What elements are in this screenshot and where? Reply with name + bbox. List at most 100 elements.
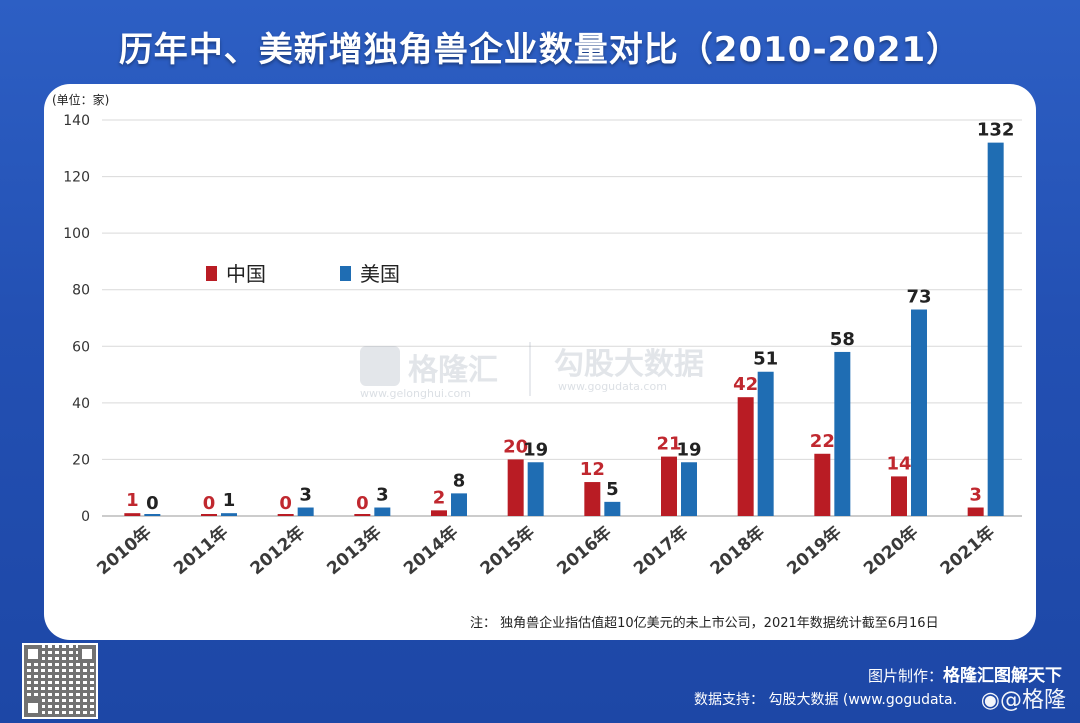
bar-usa: [604, 501, 621, 516]
grid-lines: [102, 119, 1022, 517]
y-tick-label: 140: [63, 113, 90, 129]
watermark-logo-icon: [360, 346, 400, 386]
data-label-china: 3: [969, 485, 982, 506]
data-label-usa: 51: [753, 349, 778, 370]
bar-china: [124, 513, 141, 516]
watermark-logo2: 勾股大数据: [554, 347, 704, 382]
bar-usa: [757, 371, 774, 516]
data-label-usa: 8: [453, 470, 466, 491]
bar-usa: [911, 309, 927, 516]
qr-corner-icon: [78, 645, 96, 663]
y-tick-label: 80: [72, 283, 90, 299]
credit-made-by-label: 图片制作：: [867, 667, 943, 685]
watermark-sub1: www.gelonghui.com: [360, 387, 471, 400]
bar-usa: [374, 507, 391, 516]
bar-usa: [527, 462, 544, 516]
legend-china-label: 中国: [226, 262, 266, 286]
data-label-china: 42: [733, 374, 758, 395]
x-tick-label: 2021年: [936, 522, 999, 579]
bar-usa: [221, 513, 237, 516]
x-tick-label: 2017年: [629, 522, 692, 579]
bar-usa: [144, 514, 161, 516]
y-tick-label: 60: [72, 339, 90, 355]
bar-usa: [987, 142, 1004, 516]
bar-usa: [451, 493, 467, 516]
qr-pattern: [24, 645, 96, 717]
bar-china: [354, 514, 371, 516]
bar-china: [814, 453, 831, 516]
legend-usa-swatch: [340, 266, 351, 281]
data-label-china: 0: [203, 493, 216, 514]
bar-china: [737, 397, 754, 516]
legend: 中国 美国: [206, 262, 400, 286]
data-label-usa: 0: [146, 493, 159, 514]
y-tick-label: 0: [81, 509, 90, 525]
y-tick-label: 120: [63, 170, 90, 186]
x-tick-label: 2014年: [399, 522, 462, 579]
unit-label: (单位：家): [52, 92, 109, 107]
weibo-icon: ◉: [980, 688, 1000, 713]
data-label-usa: 5: [606, 479, 619, 500]
credit-made-by: 图片制作：格隆汇图解天下: [868, 661, 1062, 686]
y-tick-label: 20: [72, 452, 90, 468]
bar-usa: [681, 462, 697, 516]
legend-usa-label: 美国: [360, 262, 400, 286]
bar-china: [201, 514, 217, 516]
data-label-usa: 73: [906, 287, 931, 308]
data-label-usa: 3: [299, 485, 312, 506]
bar-china: [661, 456, 677, 516]
legend-china-swatch: [206, 266, 217, 281]
chart-title: 历年中、美新增独角兽企业数量对比（2010-2021）: [118, 30, 962, 70]
x-tick-label: 2013年: [323, 522, 386, 579]
bar-china: [584, 482, 601, 516]
bar-usa: [297, 507, 314, 516]
bar-china: [507, 459, 524, 516]
data-label-usa: 132: [977, 120, 1015, 141]
bar-china: [967, 507, 984, 516]
x-tick-label: 2020年: [859, 522, 922, 579]
data-label-china: 0: [279, 493, 292, 514]
data-label-usa: 58: [830, 329, 855, 350]
bar-usa: [834, 351, 851, 516]
watermark-sub2: www.gogudata.com: [558, 380, 667, 393]
data-label-china: 2: [433, 487, 446, 508]
qr-corner-icon: [24, 645, 42, 663]
watermark: 格隆汇 www.gelonghui.com 勾股大数据 www.gogudata…: [360, 342, 704, 400]
qr-code[interactable]: [22, 643, 98, 719]
x-axis: 2010年 2011年 2012年 2013年 2014年 2015年 2016年 2017年…: [93, 522, 999, 579]
y-tick-label: 100: [63, 226, 90, 242]
credit-made-by-brand: 格隆汇图解天下: [943, 666, 1062, 686]
qr-corner-icon: [24, 699, 42, 717]
x-tick-label: 2015年: [476, 522, 539, 579]
data-label-china: 1: [126, 490, 139, 511]
y-axis: 0 20 40 60 80 100 120 140: [63, 113, 90, 525]
bar-china: [277, 514, 294, 516]
x-tick-label: 2011年: [169, 522, 232, 579]
data-label-china: 14: [886, 453, 911, 474]
data-label-usa: 19: [676, 439, 701, 460]
watermark-logo1: 格隆汇: [408, 353, 498, 388]
footnote: 注： 独角兽企业指估值超10亿美元的未上市公司，2021年数据统计截至6月16日: [470, 616, 939, 631]
data-label-usa: 19: [523, 439, 548, 460]
weibo-handle: ◉@格隆: [981, 682, 1066, 714]
y-tick-label: 40: [72, 396, 90, 412]
data-label-china: 0: [356, 493, 369, 514]
data-label-usa: 1: [223, 490, 236, 511]
data-label-china: 21: [656, 434, 681, 455]
data-label-china: 22: [810, 431, 835, 452]
bar-china: [431, 510, 447, 516]
x-tick-label: 2010年: [93, 522, 156, 579]
weibo-handle-text: @格隆: [999, 688, 1066, 713]
x-tick-label: 2012年: [246, 522, 309, 579]
bar-china: [891, 476, 907, 516]
data-label-china: 20: [503, 436, 528, 457]
data-label-china: 12: [580, 459, 605, 480]
chart-panel: 0 20 40 60 80 100 120 140 (单位：家) 格隆汇 www.gelong…: [44, 84, 1036, 640]
data-label-usa: 3: [376, 485, 389, 506]
x-tick-label: 2016年: [553, 522, 616, 579]
x-tick-label: 2019年: [783, 522, 846, 579]
credit-data-support: 数据支持： 勾股大数据 (www.gogudata.: [694, 692, 958, 708]
x-tick-label: 2018年: [706, 522, 769, 579]
